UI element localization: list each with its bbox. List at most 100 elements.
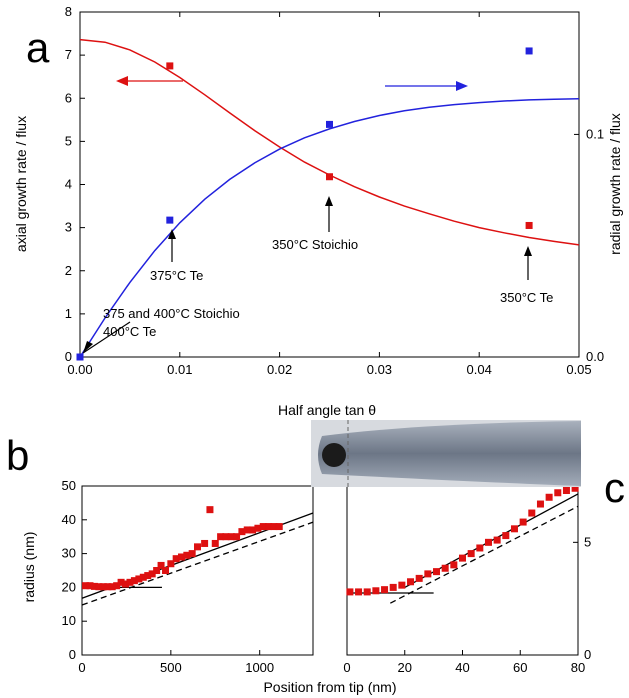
panel-c-point (519, 518, 527, 526)
panel-b-point (201, 539, 209, 547)
panel-b-point (126, 578, 134, 586)
panel-a-x-tick-label: 0.01 (167, 362, 192, 377)
panel-a-left-tick-label: 8 (65, 4, 72, 19)
panel-b-point (222, 533, 230, 541)
panel-b-point (99, 583, 107, 591)
panel-c-point (476, 544, 484, 552)
panel-c-point (424, 570, 432, 578)
panel-c-point (407, 578, 415, 586)
panel-c-x-tick-label: 60 (513, 660, 527, 675)
panel-b-point (148, 570, 156, 578)
panel-a-point-right (525, 47, 533, 55)
panel-b-x-tick-label: 0 (78, 660, 85, 675)
right-axis-arrow-head (456, 81, 468, 91)
panel-b-point (183, 551, 191, 559)
annotation-400-te: 400°C Te (103, 324, 156, 339)
panel-a-left-tick-label: 6 (65, 90, 72, 105)
panel-a-point-left (166, 62, 174, 70)
panel-c-point (493, 536, 501, 544)
panel-b-point (270, 523, 278, 531)
shared-x-axis-label: Position from tip (nm) (263, 679, 396, 695)
panel-b-point (217, 533, 225, 541)
panel-c-point (545, 493, 553, 501)
arrow-head-stoichio-400 (83, 341, 93, 353)
panel-b-frame (81, 485, 314, 656)
panel-c-right-tick-label: 5 (584, 534, 591, 549)
panel-a-left-tick-label: 1 (65, 306, 72, 321)
panel-b-point (130, 577, 138, 585)
panel-b-fit-line-dashed (81, 521, 314, 606)
panel-b-y-axis-label: radius (nm) (21, 532, 37, 603)
panel-b-point (227, 533, 235, 541)
panel-c-point (346, 588, 354, 596)
panel-b-point (104, 583, 112, 591)
panel-b-x-tick-label: 1000 (245, 660, 274, 675)
panel-a-curve-right (79, 98, 580, 358)
panel-a-x-tick-label: 0.03 (367, 362, 392, 377)
panel-c-point (381, 586, 389, 594)
panel-label-c: c (604, 464, 625, 511)
panel-b-point (167, 560, 175, 568)
panel-a-left-tick-label: 5 (65, 133, 72, 148)
panel-c-point (502, 532, 510, 540)
panel-b-point (206, 506, 214, 514)
panel-a: 0.00 0.01 0.02 0.03 0.04 0.05 0 1 2 3 4 5 6 7 8 0.0 0.1 (65, 4, 604, 377)
panel-c-point (441, 564, 449, 572)
panel-b-point (86, 582, 94, 590)
panel-c-point (459, 554, 466, 562)
panel-c-point (363, 588, 371, 596)
panel-label-b: b (6, 432, 29, 479)
nanowire-tip-particle (322, 443, 346, 467)
panel-b-y-tick-label: 0 (69, 647, 76, 662)
panel-a-left-tick-label: 2 (65, 263, 72, 278)
panel-b-point (254, 524, 262, 532)
panel-b: 0 500 1000 0 10 20 30 40 50 (62, 478, 314, 675)
panel-a-left-tick-label: 0 (65, 349, 72, 364)
panel-label-a: a (26, 24, 50, 71)
panel-b-y-tick-label: 10 (62, 613, 76, 628)
panel-a-left-axis-label: axial growth rate / flux (13, 116, 29, 252)
panel-c-point (355, 588, 363, 596)
panel-a-x-tick-label: 0.05 (566, 362, 591, 377)
panel-b-point (259, 523, 267, 531)
panel-b-point (122, 580, 130, 588)
panel-b-point (243, 526, 251, 534)
panel-b-point (135, 575, 143, 583)
panel-b-point (265, 523, 273, 531)
left-axis-arrow-head (116, 76, 128, 86)
panel-a-point-left (525, 221, 533, 229)
panel-a-x-axis-label: Half angle tan θ (278, 402, 376, 418)
panel-c-x-tick-label: 40 (455, 660, 469, 675)
panel-b-point (95, 583, 103, 591)
panel-c-frame (346, 485, 579, 656)
panel-a-x-tick-label: 0.00 (67, 362, 92, 377)
panel-c-x-tick-label: 0 (343, 660, 350, 675)
arrow-head-350-te (524, 246, 532, 256)
panel-b-point (108, 583, 116, 591)
panel-a-x-tick-label: 0.04 (467, 362, 492, 377)
panel-a-left-tick-label: 4 (65, 177, 72, 192)
panel-b-point (153, 567, 161, 574)
panel-b-point (194, 543, 201, 551)
panel-b-point (238, 528, 246, 536)
panel-a-point-right (326, 120, 333, 128)
panel-b-y-tick-label: 50 (62, 478, 76, 493)
panel-b-point (82, 582, 90, 590)
annotation-375-400-stoichio: 375 and 400°C Stoichio (103, 306, 240, 321)
panel-c-right-tick-label: 0 (584, 647, 591, 662)
annotation-350-te: 350°C Te (500, 290, 553, 305)
panel-a-point-right (76, 353, 84, 361)
panel-c-point (571, 484, 579, 492)
panel-a-point-right (166, 216, 174, 224)
panel-c-point (372, 587, 380, 595)
annotation-375-te: 375°C Te (150, 268, 203, 283)
panel-b-y-tick-label: 20 (62, 579, 76, 594)
arrow-stoichio-400 (82, 321, 131, 354)
panel-b-point (188, 550, 196, 558)
panel-c-point (415, 574, 423, 582)
panel-c-x-tick-label: 80 (571, 660, 585, 675)
panel-b-point (211, 539, 219, 547)
panel-b-x-tick-label: 500 (160, 660, 182, 675)
